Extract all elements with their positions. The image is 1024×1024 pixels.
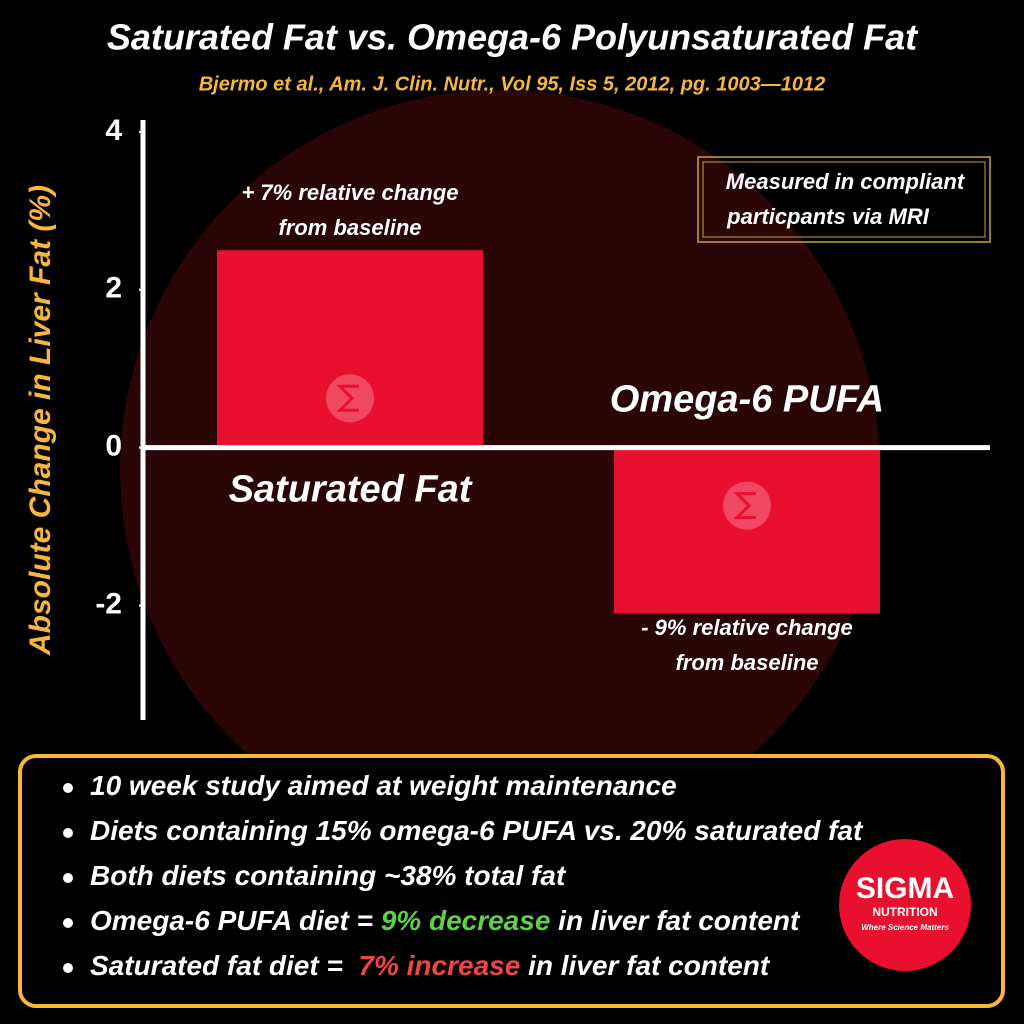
- y-axis-label: Absolute Change in Liver Fat (%): [24, 185, 57, 656]
- summary-item: Omega-6 PUFA diet = 9% decrease in liver…: [90, 905, 801, 936]
- summary-text: 10 week study aimed at weight maintenanc…: [90, 770, 677, 801]
- summary-item: 10 week study aimed at weight maintenanc…: [90, 770, 677, 801]
- summary-list: 10 week study aimed at weight maintenanc…: [63, 770, 864, 981]
- summary-text: in liver fat content: [550, 905, 801, 936]
- bullet: [63, 963, 73, 973]
- bar-icon-sigma: [336, 384, 359, 412]
- logo-name: SIGMA: [856, 872, 954, 905]
- bar: [614, 447, 880, 614]
- note-text: particpants via MRI: [726, 204, 930, 229]
- bullet: [63, 873, 73, 883]
- category-label: Omega-6 PUFA: [610, 379, 885, 421]
- summary-text: in liver fat content: [520, 950, 771, 981]
- bullet: [63, 783, 73, 793]
- summary-text: 9% decrease: [381, 905, 551, 936]
- category-label: Saturated Fat: [229, 469, 473, 511]
- summary-text: Saturated fat diet =: [90, 950, 358, 981]
- bar-annotation: from baseline: [278, 215, 421, 240]
- summary-item: Both diets containing ~38% total fat: [90, 860, 567, 891]
- bar-annotation: from baseline: [675, 650, 818, 675]
- logo-line2: NUTRITION: [872, 905, 937, 919]
- bar-icon-sigma: [733, 492, 756, 520]
- bullet: [63, 918, 73, 928]
- summary-item: Saturated fat diet = 7% increase in live…: [90, 950, 771, 981]
- summary-item: Diets containing 15% omega-6 PUFA vs. 20…: [90, 815, 864, 846]
- note-text: Measured in compliant: [726, 169, 966, 194]
- summary-text: 7% increase: [358, 950, 520, 981]
- summary-box: [18, 754, 1005, 1008]
- bar-annotation: + 7% relative change: [241, 180, 458, 205]
- y-tick-label: -2: [95, 587, 122, 620]
- note-box: [697, 156, 991, 243]
- y-tick-label: 2: [105, 272, 122, 305]
- chart-title: Saturated Fat vs. Omega-6 Polyunsaturate…: [107, 17, 919, 58]
- note-box-inner: [702, 161, 986, 238]
- y-tick-label: 4: [105, 114, 122, 147]
- bar-annotation: - 9% relative change: [641, 615, 853, 640]
- summary-text: Both diets containing ~38% total fat: [90, 860, 567, 891]
- chart-subtitle: Bjermo et al., Am. J. Clin. Nutr., Vol 9…: [199, 73, 826, 95]
- summary-text: Diets containing 15% omega-6 PUFA vs. 20…: [90, 815, 864, 846]
- logo-tagline: Where Science Matters: [861, 923, 949, 932]
- y-tick-label: 0: [105, 430, 122, 463]
- summary-text: Omega-6 PUFA diet =: [90, 905, 381, 936]
- logo-circle: [839, 839, 971, 971]
- bullet: [63, 828, 73, 838]
